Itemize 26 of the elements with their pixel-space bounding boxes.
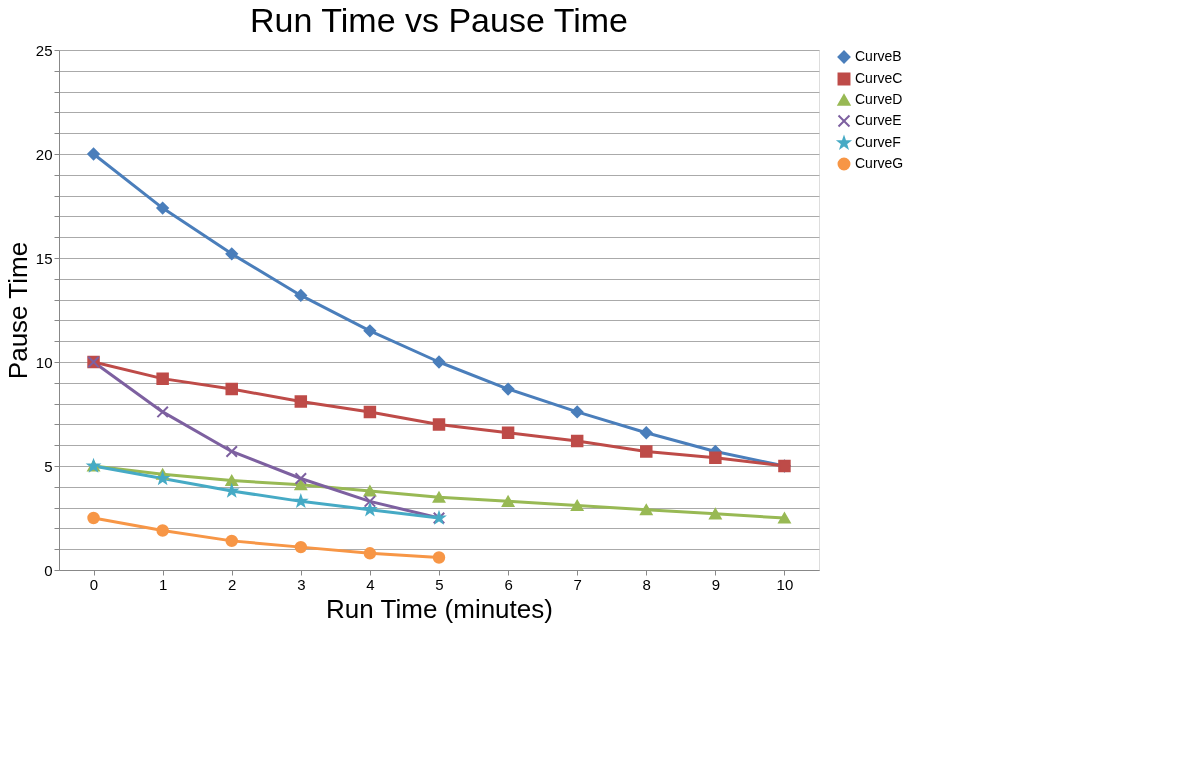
x-tick-label: 8 [642,575,651,593]
legend-label: CurveC [855,70,903,86]
legend-label: CurveD [855,91,903,107]
x-tick-label: 5 [435,575,444,593]
x-tick-label: 7 [573,575,582,593]
x-tick-label: 1 [158,575,168,593]
x-tick-label: 6 [504,575,513,593]
legend-label: CurveB [855,48,902,64]
x-tick-label: 0 [89,575,99,593]
y-tick-label: 20 [35,145,53,163]
x-tick-label: 10 [776,575,794,593]
x-tick-label: 3 [297,575,306,593]
x-tick-label: 9 [711,575,721,593]
y-tick-label: 25 [35,41,53,59]
y-tick-label: 10 [35,353,53,371]
y-tick-label: 15 [35,249,53,267]
legend-label: CurveF [855,134,901,150]
y-axis-title: Pause Time [2,241,33,380]
y-tick-label: 0 [44,561,53,579]
y-tick-label: 5 [44,457,53,475]
chart-title: Run Time vs Pause Time [250,1,628,39]
legend-label: CurveG [855,155,904,171]
legend-label: CurveE [855,112,902,128]
x-tick-label: 4 [366,575,375,593]
x-tick-label: 2 [228,575,237,593]
x-axis-title: Run Time (minutes) [326,593,553,624]
